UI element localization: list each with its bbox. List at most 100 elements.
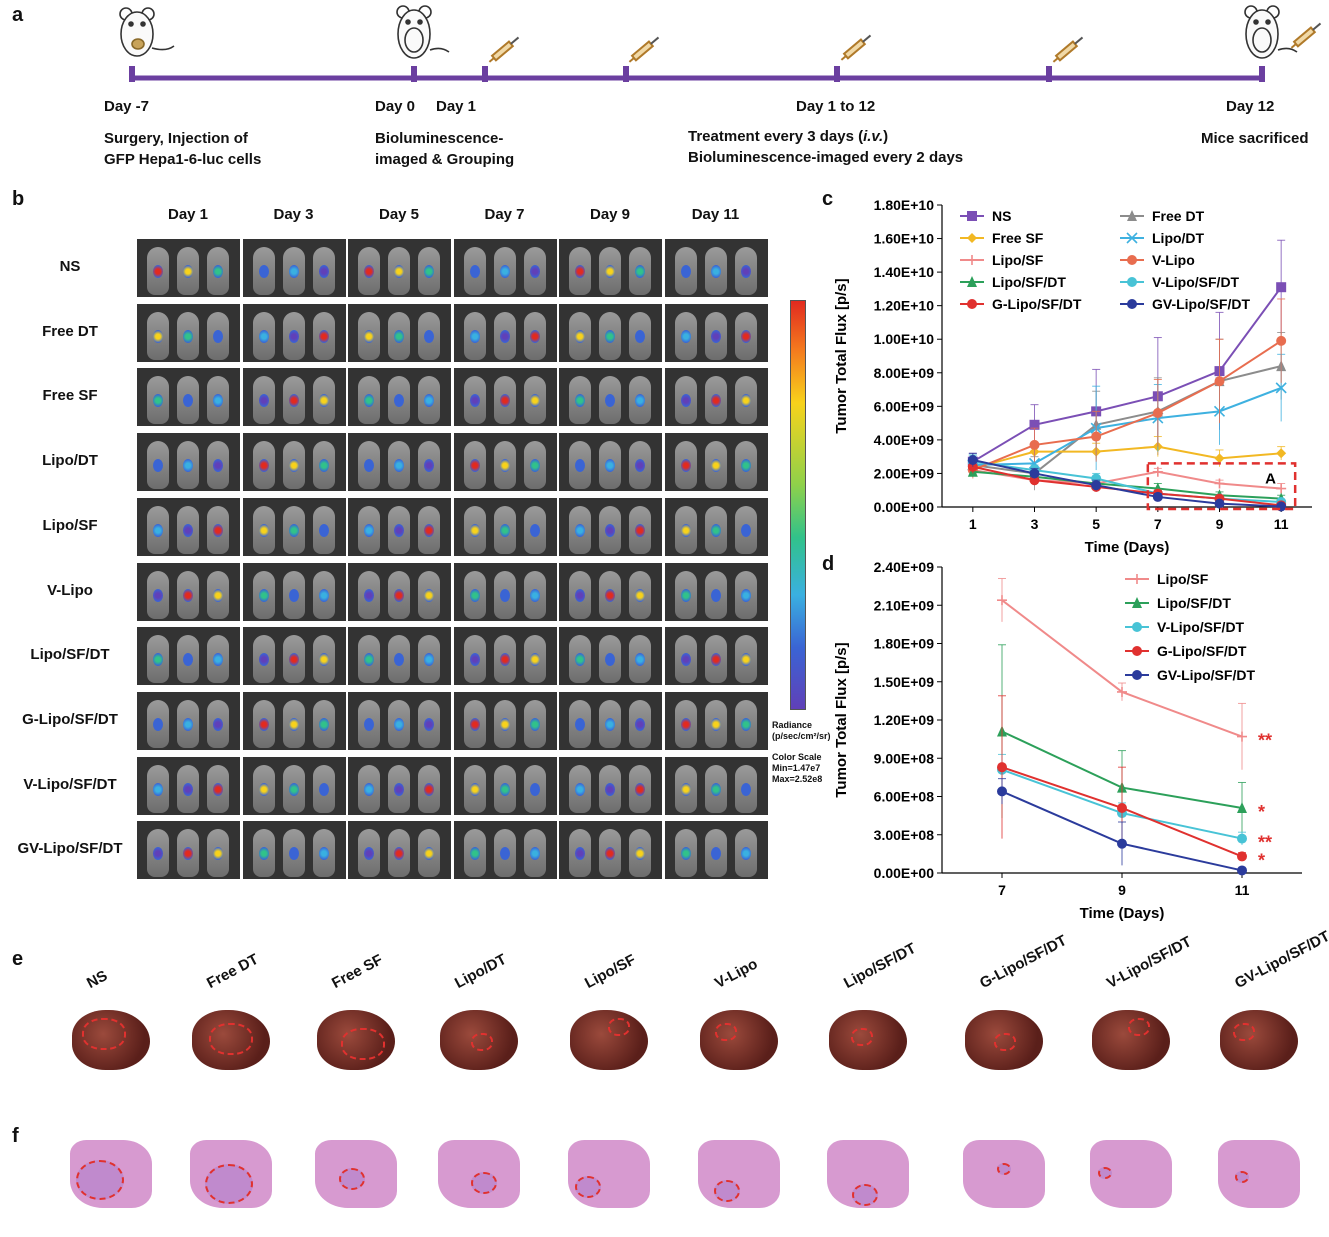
tumor-signal <box>710 653 721 667</box>
tumor-signal <box>153 394 163 408</box>
imaging-cell <box>136 690 241 751</box>
significance-mark: * <box>1258 850 1265 870</box>
desc-line: GFP Hepa1-6-luc cells <box>104 151 262 168</box>
tumor-signal <box>605 329 615 343</box>
y-tick-label: 8.00E+09 <box>874 365 935 381</box>
mouse-image <box>734 570 757 619</box>
mouse-image <box>147 570 169 619</box>
tumor-signal <box>680 653 691 667</box>
tumor-signal <box>740 394 751 408</box>
tumor-signal <box>153 265 163 278</box>
tumor-signal <box>529 329 540 343</box>
data-point <box>1132 597 1142 608</box>
data-point <box>1117 686 1127 697</box>
legend-label: G-Lipo/SF/DT <box>992 296 1082 312</box>
colorbar-scale: Color Scale <box>772 752 822 762</box>
imaging-cell <box>663 496 769 557</box>
tumor-signal <box>258 653 269 667</box>
mouse-image <box>282 247 305 295</box>
mouse-image <box>704 376 727 425</box>
y-tick-label: 0.00E+00 <box>874 865 935 881</box>
mouse-image <box>493 635 516 684</box>
tumor-signal <box>710 265 721 278</box>
mouse-image <box>252 311 275 360</box>
imaging-cell <box>558 820 663 881</box>
tumor-signal <box>153 329 163 343</box>
mouse-image <box>569 829 591 878</box>
imaging-cell <box>663 367 769 428</box>
mouse-image <box>358 376 380 425</box>
mouse-image <box>282 376 305 425</box>
tumor-signal <box>318 847 329 861</box>
mouse-image <box>463 441 486 490</box>
legend-item: V-Lipo <box>1120 252 1195 268</box>
histology-section <box>698 1140 780 1208</box>
imaging-cell <box>136 496 241 557</box>
tumor-signal <box>575 459 585 473</box>
timeline-tick <box>623 66 629 82</box>
tumor-outline <box>205 1164 253 1204</box>
timeline-day-0: Day 0 <box>375 98 416 115</box>
mouse-image <box>629 829 651 878</box>
tumor-signal <box>529 265 540 278</box>
x-tick-label: 7 <box>998 882 1006 898</box>
tumor-signal <box>288 329 299 343</box>
desc-text: Treatment every 3 days ( <box>688 128 864 145</box>
tumor-signal <box>575 329 585 343</box>
mouse-image <box>207 829 229 878</box>
organ-label-4: Lipo/SF <box>582 951 639 992</box>
imaging-row-head-1: Free DT <box>42 322 98 340</box>
tumor-signal <box>605 394 615 408</box>
mouse-image <box>388 764 410 813</box>
series-v-lipo <box>967 298 1287 479</box>
mouse-image <box>312 376 335 425</box>
tumor-signal <box>605 717 615 731</box>
mouse-image <box>599 441 621 490</box>
legend-label: Lipo/SF <box>992 252 1044 268</box>
mouse-image <box>569 635 591 684</box>
data-point <box>967 255 977 265</box>
mouse-image <box>418 635 440 684</box>
organ-label-5: V-Lipo <box>712 955 761 992</box>
tumor-signal <box>635 523 645 537</box>
mouse-image <box>388 311 410 360</box>
legend-item: NS <box>960 208 1011 224</box>
data-point <box>1237 731 1247 742</box>
imaging-col-head-4: Day 9 <box>589 206 631 223</box>
series-line <box>972 386 1282 467</box>
mouse-image <box>252 829 275 878</box>
tumor-outline <box>76 1160 124 1200</box>
organ-label-2: Free SF <box>329 951 386 992</box>
series-gv-lipo-sf-dt <box>967 452 1287 512</box>
tumor-signal <box>288 265 299 278</box>
tumor-signal <box>635 717 645 731</box>
mouse-image <box>463 376 486 425</box>
tumor-signal <box>288 653 299 667</box>
tumor-signal <box>575 394 585 408</box>
mouse-image <box>358 311 380 360</box>
organ-label-3: Lipo/DT <box>452 950 510 992</box>
tumor-signal <box>183 394 193 408</box>
imaging-cell <box>347 367 452 428</box>
timeline-desc-treatment: Treatment every 3 days (i.v.) Biolumines… <box>688 126 963 168</box>
mouse-image <box>599 635 621 684</box>
tumor-signal <box>213 329 223 343</box>
mouse-image <box>569 570 591 619</box>
mouse-image <box>493 505 516 554</box>
mouse-image <box>312 829 335 878</box>
tumor-signal <box>710 329 721 343</box>
imaging-cell <box>136 432 241 493</box>
mouse-image <box>704 829 727 878</box>
tumor-signal <box>258 265 269 278</box>
tumor-signal <box>469 523 480 537</box>
tumor-signal <box>529 394 540 408</box>
x-tick-label: 7 <box>1154 516 1162 532</box>
series-lipo-sf <box>997 577 1247 770</box>
mouse-image <box>282 635 305 684</box>
colorbar-title: Radiance <box>772 720 813 730</box>
data-point <box>1132 622 1142 632</box>
desc-line: Treatment every 3 days (i.v.) <box>688 126 963 147</box>
liver-photo <box>192 1010 270 1070</box>
imaging-cell <box>136 820 241 881</box>
mouse-image <box>388 247 410 295</box>
